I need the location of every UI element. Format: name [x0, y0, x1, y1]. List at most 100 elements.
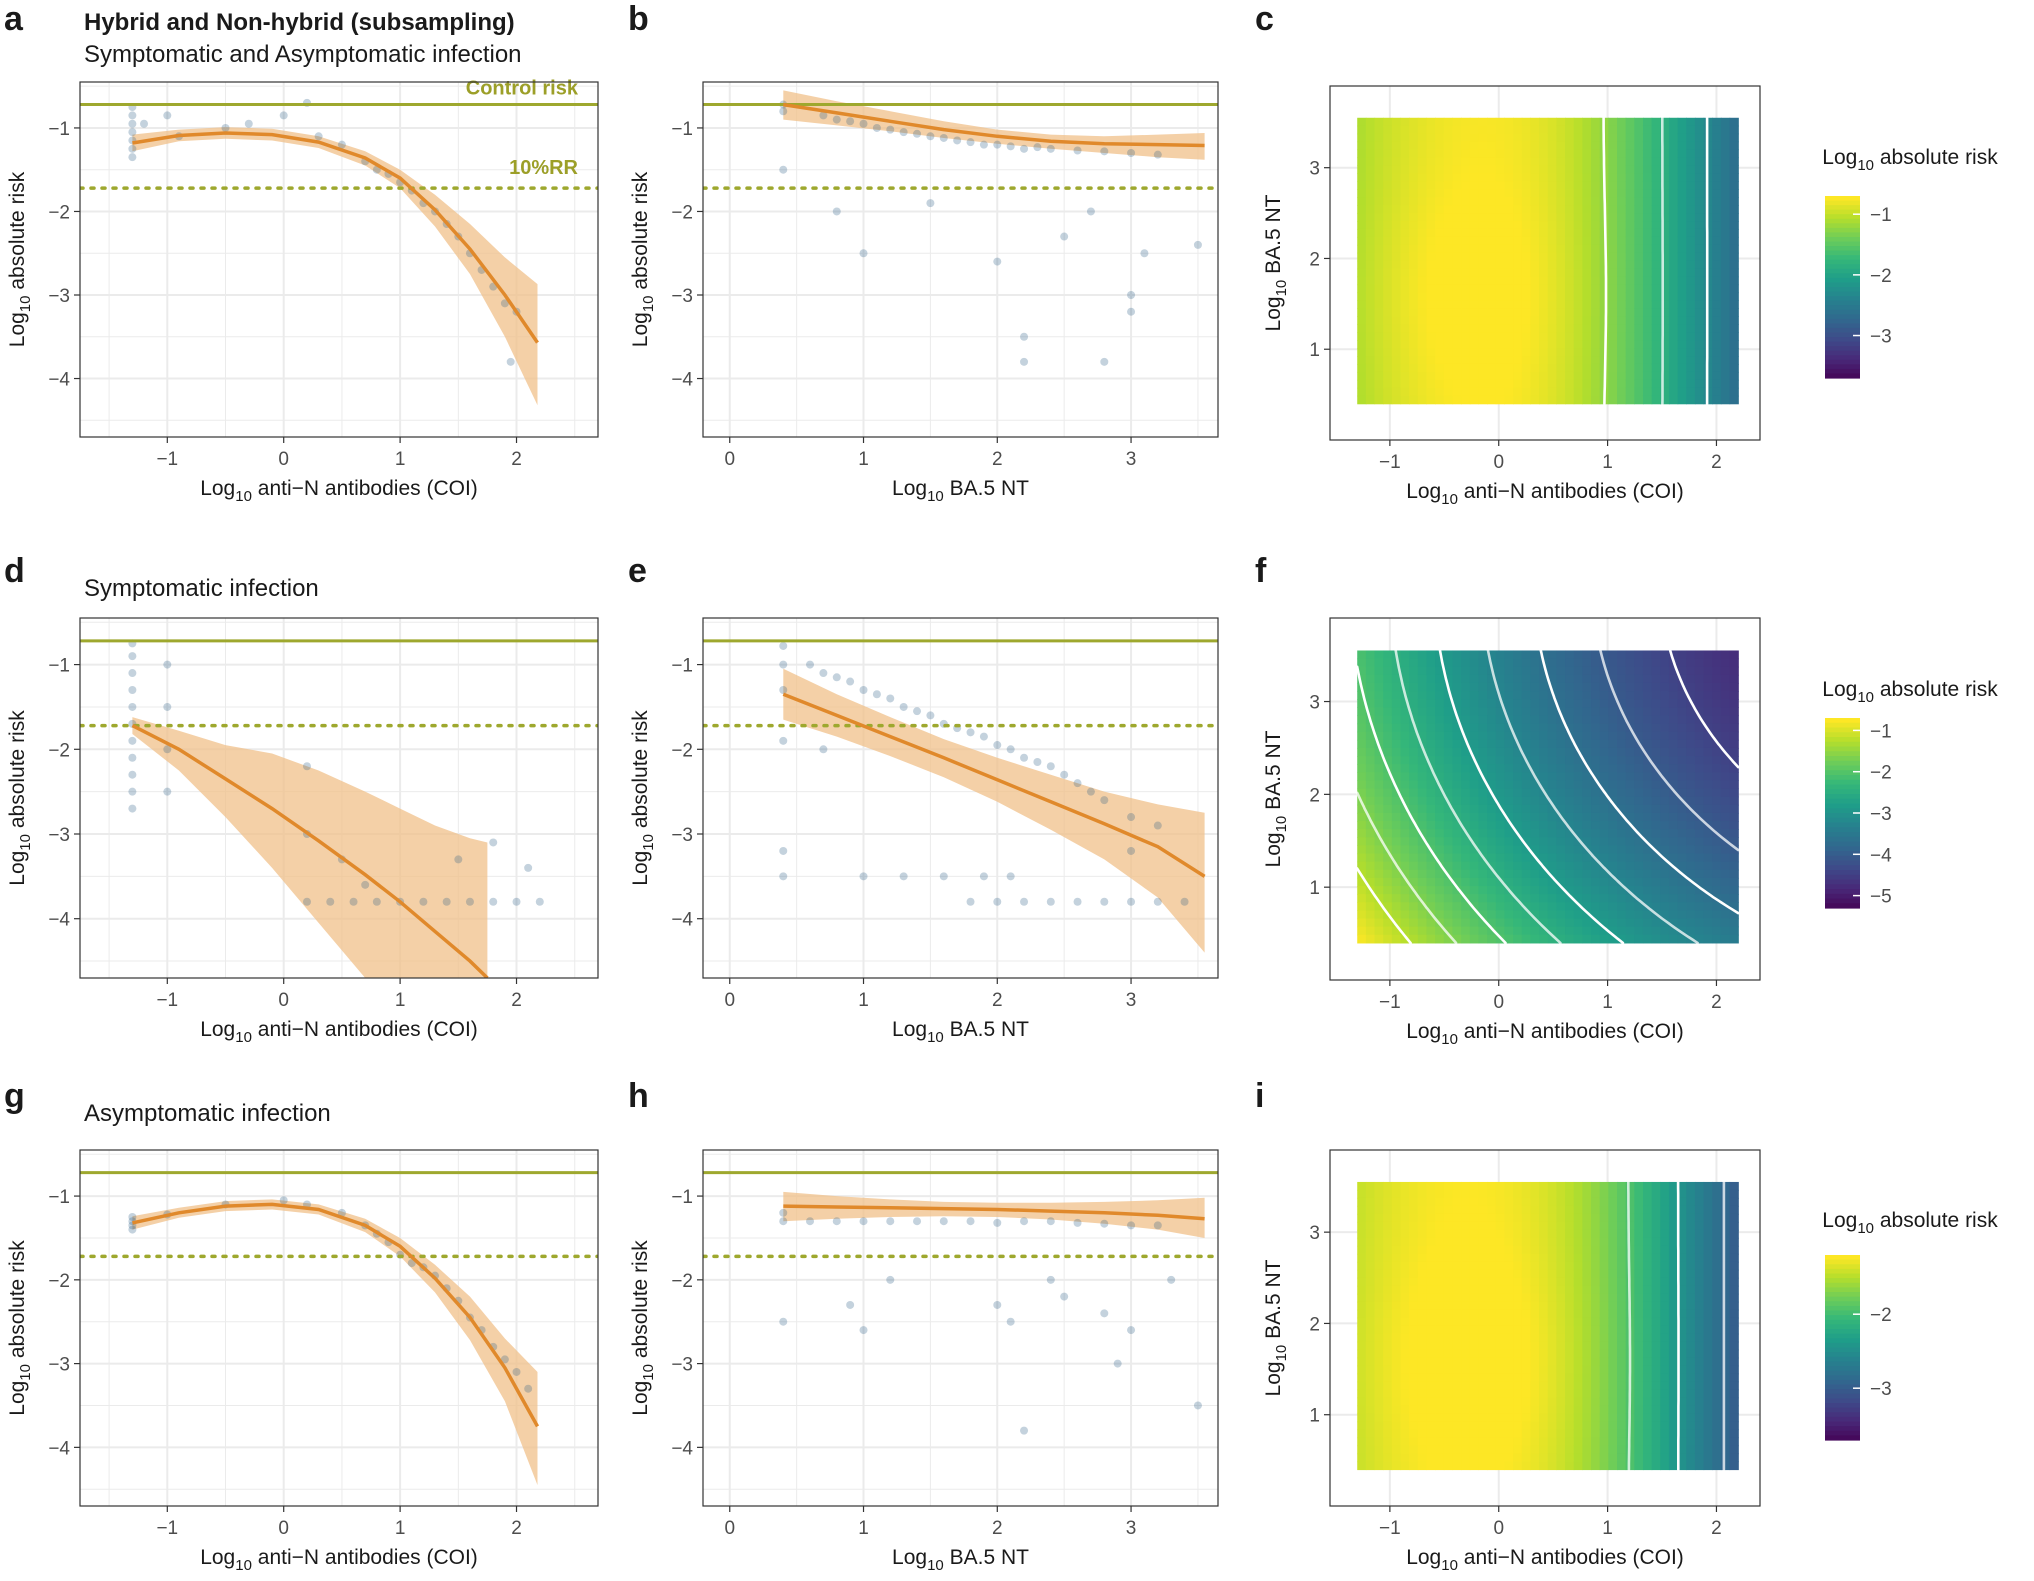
heatmap-cell [1582, 1262, 1591, 1271]
heatmap-cell [1496, 1318, 1505, 1327]
heatmap-cell [1626, 675, 1635, 684]
heatmap-cell [1435, 118, 1444, 127]
heatmap-cell [1435, 707, 1444, 716]
heatmap-cell [1730, 316, 1739, 325]
heatmap-cell [1539, 181, 1548, 190]
heatmap-cell [1392, 332, 1401, 341]
heatmap-cell [1730, 285, 1739, 294]
heatmap-cell [1591, 213, 1600, 222]
heatmap-cell [1608, 1214, 1617, 1223]
heatmap-cell [1444, 837, 1453, 846]
heatmap-cell [1574, 1294, 1583, 1303]
heatmap-cell [1366, 650, 1375, 659]
heatmap-cell [1444, 650, 1453, 659]
heatmap-cell [1452, 748, 1461, 757]
heatmap-cell [1392, 732, 1401, 741]
heatmap-cell [1478, 340, 1487, 349]
heatmap-cell [1418, 1254, 1427, 1263]
heatmap-cell [1496, 1334, 1505, 1343]
heatmap-cell [1522, 1190, 1531, 1199]
heatmap-cell [1591, 1342, 1600, 1351]
heatmap-cell [1686, 118, 1695, 127]
heatmap-cell [1574, 772, 1583, 781]
heatmap-cell [1608, 245, 1617, 254]
heatmap-cell [1730, 772, 1739, 781]
heatmap-cells [1357, 1182, 1739, 1470]
heatmap-cell [1600, 1462, 1609, 1471]
heatmap-cell [1487, 197, 1496, 206]
heatmap-cell [1522, 772, 1531, 781]
heatmap-cell [1444, 1342, 1453, 1351]
heatmap-cell [1418, 293, 1427, 302]
heatmap-cell [1366, 372, 1375, 381]
heatmap-cell [1730, 396, 1739, 405]
data-point [280, 111, 288, 119]
heatmap-cell [1556, 332, 1565, 341]
heatmap-cell [1574, 1334, 1583, 1343]
heatmap-cell [1504, 1462, 1513, 1471]
heatmap-cell [1435, 356, 1444, 365]
legend-swatch [1825, 237, 1860, 242]
heatmap-cell [1478, 1294, 1487, 1303]
heatmap-cell [1530, 1438, 1539, 1447]
heatmap-cell [1487, 229, 1496, 238]
heatmap-cell [1513, 1214, 1522, 1223]
heatmap-cell [1617, 683, 1626, 692]
heatmap-cell [1600, 1318, 1609, 1327]
heatmap-cell [1591, 324, 1600, 333]
heatmap-cell [1643, 935, 1652, 944]
heatmap-cell [1669, 715, 1678, 724]
heatmap-cell [1435, 1246, 1444, 1255]
heatmap-cell [1409, 229, 1418, 238]
y-tick-label: −2 [48, 1271, 70, 1292]
heatmap-cell [1678, 821, 1687, 830]
heatmap-cell [1452, 324, 1461, 333]
heatmap-cell [1392, 837, 1401, 846]
heatmap-cell [1678, 837, 1687, 846]
legend-swatch [1825, 314, 1860, 319]
heatmap-cell [1565, 659, 1574, 668]
heatmap-cell [1548, 1198, 1557, 1207]
heatmap-cell [1539, 237, 1548, 246]
heatmap-cell [1487, 837, 1496, 846]
heatmap-cell [1504, 1302, 1513, 1311]
heatmap-cell [1496, 1286, 1505, 1295]
heatmap-cell [1478, 269, 1487, 278]
heatmap-cell [1565, 197, 1574, 206]
heatmap-cell [1574, 1198, 1583, 1207]
heatmap-cell [1634, 316, 1643, 325]
heatmap-cell [1435, 1326, 1444, 1335]
heatmap-cell [1375, 1182, 1384, 1191]
heatmap-cell [1652, 372, 1661, 381]
heatmap-cell [1652, 277, 1661, 286]
heatmap-cell [1496, 253, 1505, 262]
heatmap-cell [1721, 821, 1730, 830]
heatmap-cell [1357, 748, 1366, 757]
heatmap-cell [1461, 862, 1470, 871]
heatmap-cell [1582, 699, 1591, 708]
heatmap-cell [1383, 732, 1392, 741]
heatmap-cell [1591, 1382, 1600, 1391]
heatmap-cell [1600, 1406, 1609, 1415]
heatmap-cell [1392, 1438, 1401, 1447]
heatmap-cell [1626, 683, 1635, 692]
heatmap-cell [1383, 1398, 1392, 1407]
heatmap-cell [1712, 919, 1721, 928]
heatmap-cell [1357, 1462, 1366, 1471]
heatmap-cell [1418, 1374, 1427, 1383]
heatmap-cell [1643, 659, 1652, 668]
heatmap-cell [1418, 1358, 1427, 1367]
heatmap-cell [1504, 261, 1513, 270]
heatmap-cell [1357, 764, 1366, 773]
heatmap-cell [1392, 364, 1401, 373]
heatmap-cell [1444, 1382, 1453, 1391]
heatmap-cell [1478, 293, 1487, 302]
heatmap-cell [1565, 1246, 1574, 1255]
heatmap-cell [1591, 237, 1600, 246]
heatmap-cell [1712, 650, 1721, 659]
heatmap-cell [1539, 845, 1548, 854]
heatmap-cell [1617, 1318, 1626, 1327]
heatmap-cell [1487, 902, 1496, 911]
heatmap-cell [1418, 870, 1427, 879]
heatmap-cell [1556, 1206, 1565, 1215]
